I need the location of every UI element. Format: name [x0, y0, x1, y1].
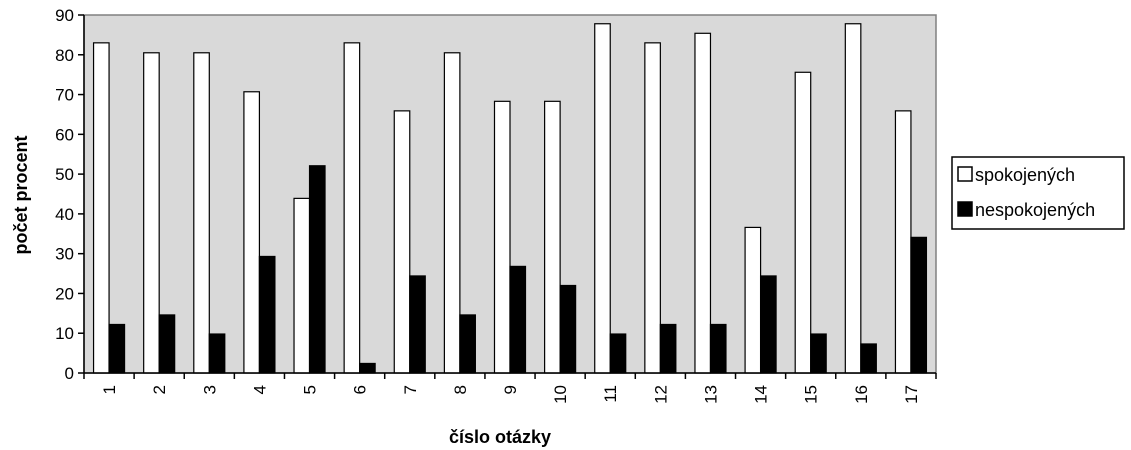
bar-spokojenych-16	[844, 23, 862, 374]
y-tick-label: 80	[55, 46, 74, 65]
x-tick-label: 17	[902, 385, 921, 404]
x-tick-label: 15	[802, 385, 821, 404]
x-tick-label: 7	[401, 385, 420, 394]
y-tick-label: 40	[55, 205, 74, 224]
bar-spokojenych-10	[544, 100, 561, 374]
axes-group	[83, 15, 936, 374]
y-axis-title: počet procent	[11, 135, 31, 254]
x-tick-label: 11	[601, 385, 620, 403]
bar-spokojenych-4	[243, 91, 261, 374]
x-tick-label: 1	[100, 385, 119, 394]
bar-spokojenych-3	[193, 52, 210, 374]
bar-spokojenych-11	[594, 23, 611, 374]
x-tick-label: 3	[200, 385, 219, 394]
bar-nespokojenych-10	[559, 284, 577, 374]
y-tick-label: 10	[55, 324, 74, 343]
y-tick-label: 70	[55, 86, 74, 105]
legend: spokojených nespokojených	[951, 156, 1125, 230]
y-tick-label: 50	[55, 165, 74, 184]
bar-spokojenych-7	[393, 110, 411, 374]
bar-nespokojenych-12	[659, 323, 677, 374]
bar-spokojenych-12	[644, 42, 661, 374]
x-tick-label: 14	[752, 385, 771, 404]
y-tick-label: 20	[55, 284, 74, 303]
bar-spokojenych-8	[443, 52, 461, 374]
x-tick-label: 10	[551, 385, 570, 404]
bar-nespokojenych-7	[409, 275, 426, 374]
y-tick-label: 0	[65, 364, 74, 383]
bar-spokojenych-14	[744, 226, 762, 374]
legend-label-nespokojenych: nespokojených	[975, 200, 1095, 220]
bar-spokojenych-6	[343, 42, 361, 374]
x-ticks-group: 1 2 3 4 5 6 7 8 9 10 11 12 13 14 15 16 17	[83, 373, 937, 404]
x-tick-label: 9	[501, 385, 520, 394]
bar-spokojenych-13	[694, 32, 712, 374]
bar-nespokojenych-9	[509, 265, 527, 374]
x-tick-label: 12	[651, 385, 670, 404]
bar-nespokojenych-16	[860, 343, 877, 374]
legend-swatch-nespokojenych	[957, 201, 973, 217]
bar-nespokojenych-3	[208, 333, 226, 374]
bar-nespokojenych-8	[459, 314, 476, 374]
bar-spokojenych-1	[92, 42, 110, 374]
bars-group	[92, 23, 928, 374]
bar-spokojenych-15	[794, 71, 812, 374]
bar-nespokojenych-1	[108, 323, 126, 374]
bar-nespokojenych-17	[910, 236, 928, 374]
x-tick-label: 6	[351, 385, 370, 394]
x-tick-label: 2	[150, 385, 169, 394]
x-tick-label: 4	[250, 385, 269, 394]
bar-spokojenych-9	[493, 100, 511, 374]
x-tick-label: 8	[451, 385, 470, 394]
y-tick-label: 90	[55, 6, 74, 25]
legend-label-spokojenych: spokojených	[975, 165, 1075, 185]
x-tick-label: 16	[852, 385, 871, 404]
bar-nespokojenych-15	[810, 333, 827, 374]
bar-nespokojenych-2	[158, 314, 176, 374]
x-tick-label: 13	[701, 385, 720, 404]
bar-nespokojenych-11	[609, 333, 627, 374]
y-tick-label: 60	[55, 125, 74, 144]
x-axis-title: číslo otázky	[449, 427, 551, 447]
y-tick-label: 30	[55, 245, 74, 264]
x-tick-label: 5	[301, 385, 320, 394]
legend-frame	[951, 156, 1125, 230]
y-ticks-group: 0 10 20 30 40 50 60 70 80 90	[55, 6, 84, 383]
bar-nespokojenych-13	[709, 323, 727, 374]
bar-spokojenych-5	[293, 197, 311, 374]
bar-nespokojenych-14	[759, 275, 777, 374]
bar-nespokojenych-4	[258, 255, 276, 374]
bar-nespokojenych-6	[359, 362, 376, 374]
bar-nespokojenych-5	[308, 165, 326, 374]
legend-swatch-spokojenych	[957, 166, 973, 182]
bar-spokojenych-17	[894, 110, 912, 374]
bar-spokojenych-2	[143, 52, 160, 374]
